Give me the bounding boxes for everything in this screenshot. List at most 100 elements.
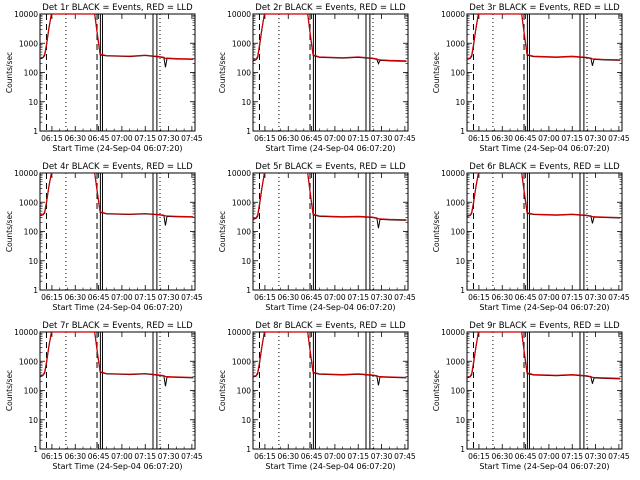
x-tick-label: 07:30 <box>371 293 393 302</box>
y-tick-label: 1 <box>460 445 465 454</box>
x-tick-label: 07:45 <box>181 293 203 302</box>
x-tick-label: 06:45 <box>301 452 323 461</box>
y-axis-label: Counts/sec <box>218 211 227 252</box>
x-tick-label: 07:00 <box>111 293 133 302</box>
x-axis-label: Start Time (24-Sep-04 06:07:20) <box>479 303 609 312</box>
panel-title: Det 2r BLACK = Events, RED = LLD <box>255 3 406 13</box>
y-axis-label: Counts/sec <box>5 52 14 93</box>
plot-frame <box>39 13 196 132</box>
y-tick-label: 1 <box>33 286 38 295</box>
x-tick-label: 06:30 <box>64 452 86 461</box>
x-tick-label: 07:45 <box>394 452 416 461</box>
x-tick-label: 06:15 <box>41 134 63 143</box>
y-tick-label: 100 <box>451 69 466 78</box>
y-tick-label: 100 <box>24 228 39 237</box>
y-tick-label: 10000 <box>441 10 465 19</box>
panel-title: Det 8r BLACK = Events, RED = LLD <box>255 321 406 331</box>
x-tick-label: 06:30 <box>277 134 299 143</box>
detector-panel: Det 9r BLACK = Events, RED = LLD 1 10 100 10… <box>432 321 630 471</box>
events-series-line <box>253 173 407 229</box>
x-tick-label: 07:00 <box>324 293 346 302</box>
x-tick-label: 07:00 <box>538 134 560 143</box>
y-tick-label: 1000 <box>19 198 38 207</box>
x-tick-label: 06:30 <box>277 293 299 302</box>
y-tick-label: 1 <box>460 127 465 136</box>
y-tick-label: 1000 <box>232 198 251 207</box>
y-tick-label: 100 <box>237 228 252 237</box>
y-tick-label: 100 <box>451 387 466 396</box>
y-tick-label: 1000 <box>232 39 251 48</box>
y-tick-label: 10 <box>28 98 38 107</box>
x-tick-label: 07:45 <box>608 134 630 143</box>
plot-frame <box>252 331 409 450</box>
y-tick-label: 10 <box>455 416 465 425</box>
x-tick-label: 06:15 <box>468 293 490 302</box>
x-tick-label: 07:15 <box>561 452 583 461</box>
x-tick-label: 07:30 <box>585 293 607 302</box>
x-tick-label: 07:15 <box>134 293 156 302</box>
x-tick-label: 07:30 <box>158 293 180 302</box>
x-tick-label: 07:30 <box>585 134 607 143</box>
x-tick-label: 06:30 <box>64 293 86 302</box>
x-tick-label: 07:15 <box>134 452 156 461</box>
lld-series-line <box>40 332 194 379</box>
x-axis-label: Start Time (24-Sep-04 06:07:20) <box>52 144 182 153</box>
x-axis-label: Start Time (24-Sep-04 06:07:20) <box>265 462 395 471</box>
y-tick-label: 10 <box>241 257 251 266</box>
events-series-line <box>467 173 621 224</box>
panel-title: Det 6r BLACK = Events, RED = LLD <box>469 162 620 172</box>
y-tick-label: 100 <box>237 387 252 396</box>
x-tick-label: 07:00 <box>324 452 346 461</box>
x-tick-label: 06:45 <box>88 452 110 461</box>
detector-panel: Det 4r BLACK = Events, RED = LLD 1 10 100 10… <box>5 162 203 312</box>
x-tick-label: 07:15 <box>347 293 369 302</box>
x-tick-label: 06:45 <box>515 134 537 143</box>
x-tick-label: 06:30 <box>277 452 299 461</box>
plot-frame <box>466 172 623 291</box>
plot-frame <box>466 13 623 132</box>
events-series-line <box>253 332 407 386</box>
x-tick-label: 07:00 <box>324 134 346 143</box>
x-tick-label: 06:15 <box>254 293 276 302</box>
y-tick-label: 1 <box>246 445 251 454</box>
detector-panel: Det 8r BLACK = Events, RED = LLD 1 10 100 10… <box>218 321 416 471</box>
y-tick-label: 1 <box>246 127 251 136</box>
y-tick-label: 10 <box>241 98 251 107</box>
y-tick-label: 100 <box>451 228 466 237</box>
y-tick-label: 1 <box>33 127 38 136</box>
x-tick-label: 06:45 <box>88 293 110 302</box>
lld-series-line <box>40 173 194 218</box>
y-tick-label: 1 <box>460 286 465 295</box>
events-series-line <box>253 14 407 65</box>
y-tick-label: 10 <box>28 416 38 425</box>
x-axis-label: Start Time (24-Sep-04 06:07:20) <box>479 144 609 153</box>
lld-series-line <box>467 14 621 61</box>
x-tick-label: 07:45 <box>181 134 203 143</box>
lld-series-line <box>253 332 407 379</box>
x-tick-label: 07:45 <box>608 452 630 461</box>
x-tick-label: 07:30 <box>585 452 607 461</box>
y-tick-label: 100 <box>24 69 39 78</box>
x-tick-label: 06:30 <box>491 452 513 461</box>
y-tick-label: 1 <box>246 286 251 295</box>
x-axis-label: Start Time (24-Sep-04 06:07:20) <box>479 462 609 471</box>
events-series-line <box>40 14 194 68</box>
y-tick-label: 10 <box>241 416 251 425</box>
y-tick-label: 10000 <box>14 10 38 19</box>
y-tick-label: 10 <box>28 257 38 266</box>
x-tick-label: 07:30 <box>371 134 393 143</box>
events-series-line <box>40 173 194 226</box>
x-tick-label: 07:15 <box>134 134 156 143</box>
y-tick-label: 10000 <box>227 169 251 178</box>
panel-title: Det 1r BLACK = Events, RED = LLD <box>42 3 193 13</box>
x-tick-label: 07:00 <box>538 452 560 461</box>
y-tick-label: 1000 <box>446 198 465 207</box>
lld-series-line <box>40 14 194 60</box>
y-tick-label: 10 <box>455 98 465 107</box>
plot-frame <box>39 331 196 450</box>
events-series-line <box>467 332 621 384</box>
x-tick-label: 07:45 <box>608 293 630 302</box>
y-axis-label: Counts/sec <box>432 370 441 411</box>
x-tick-label: 06:45 <box>301 134 323 143</box>
x-tick-label: 07:00 <box>111 452 133 461</box>
